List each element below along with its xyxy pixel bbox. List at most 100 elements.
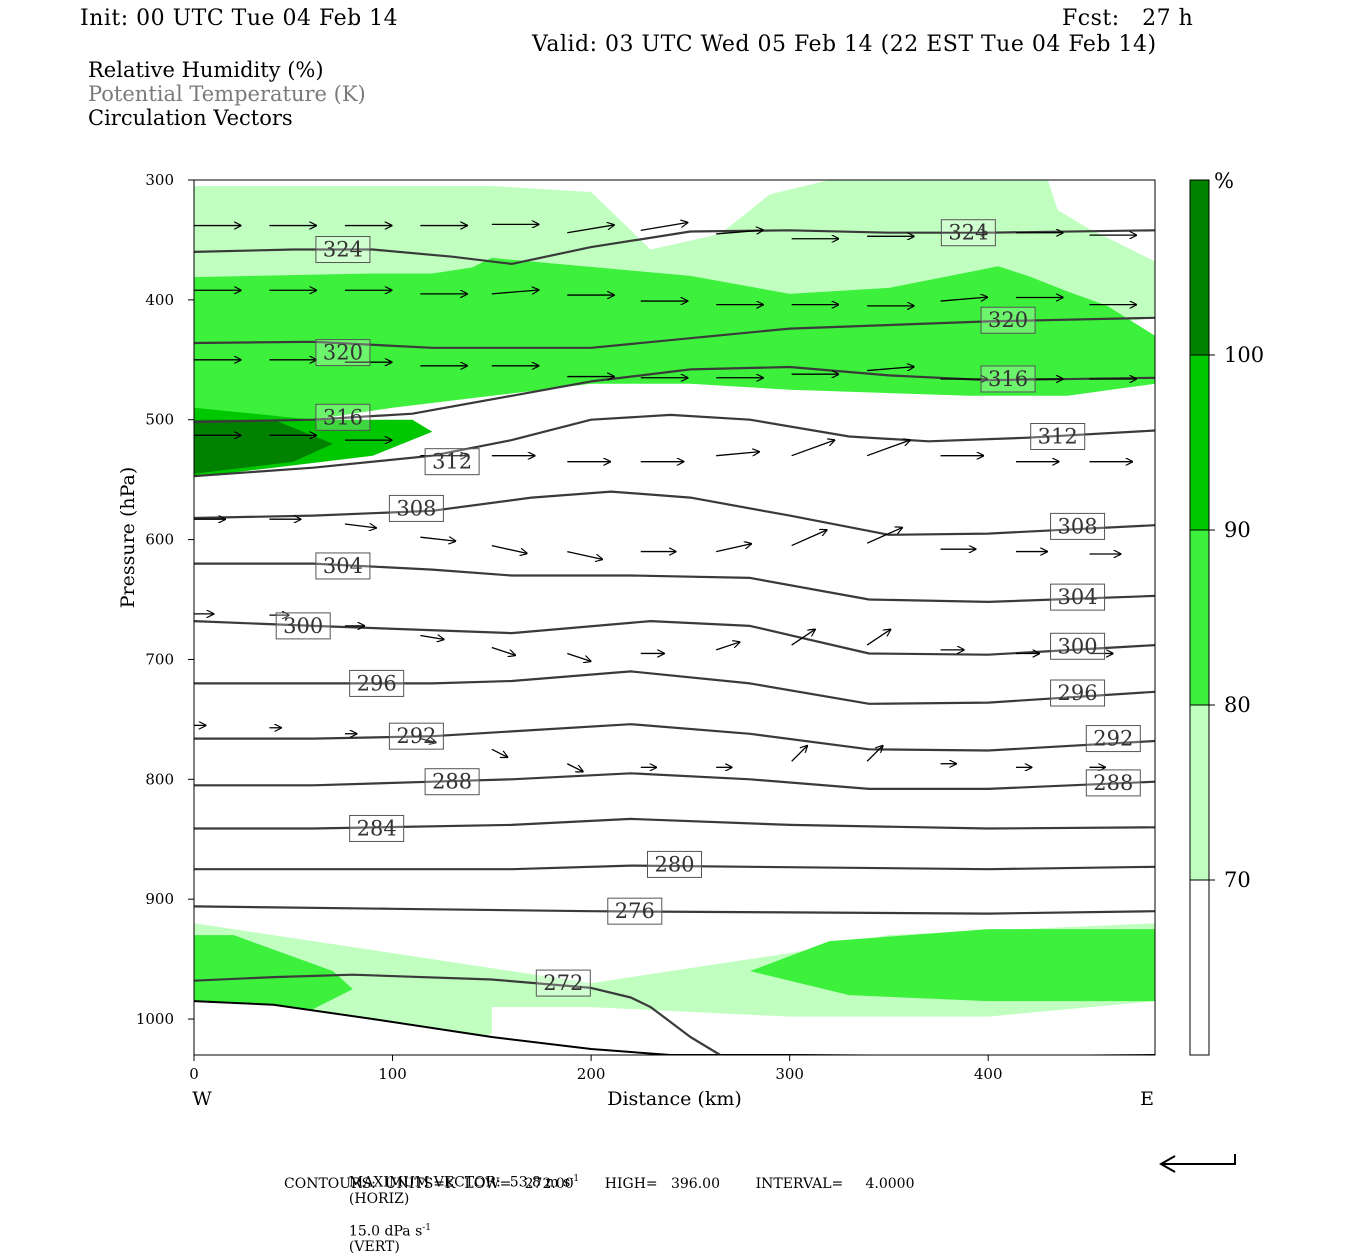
contour-label-box-296-14	[349, 669, 405, 697]
x-tick-label-300: 300	[775, 1065, 804, 1083]
plot-frame	[193, 179, 1156, 1056]
theta-contour-324-0	[194, 229, 1155, 265]
theta-contour-300-12	[194, 619, 1155, 656]
contour-label-300-12: 300	[283, 614, 323, 638]
contour-label-276-22: 276	[615, 899, 655, 923]
footer-max-vector: MAXIMUM VECTOR: 53.8 m s-1 (HORIZ) 15.0 …	[340, 1158, 579, 1255]
colorbar-segment-0	[1190, 180, 1209, 355]
x-tick-label-0: 0	[189, 1065, 199, 1083]
forecast-hour: Fcst: 27 h	[1062, 6, 1194, 31]
rh-fill-100-6	[194, 419, 333, 474]
theta-contour-316-4	[194, 365, 1155, 424]
colorbar-label-80: 80	[1224, 693, 1251, 717]
y-tick-label-800: 800	[145, 770, 174, 788]
footer-max-vector-exp: -1	[570, 1174, 580, 1184]
circulation-vector-59	[716, 544, 751, 553]
contour-label-320-3: 320	[988, 308, 1028, 332]
contour-label-box-320-2	[315, 339, 371, 367]
legend-potential-temperature: Potential Temperature (K)	[88, 82, 366, 106]
contour-label-324-0: 324	[323, 238, 363, 262]
contour-label-box-276-22	[607, 897, 663, 925]
contour-label-288-19: 288	[1093, 771, 1133, 795]
x-tick-label-100: 100	[378, 1065, 407, 1083]
x-start-label: W	[192, 1088, 212, 1110]
contour-label-box-292-16	[388, 722, 444, 750]
legend-relative-humidity: Relative Humidity (%)	[88, 58, 324, 82]
x-axis-title: Distance (km)	[607, 1088, 742, 1110]
contour-label-box-300-12	[275, 612, 331, 640]
contour-label-box-308-9	[1050, 512, 1106, 540]
theta-contour-276-22	[194, 905, 1155, 915]
contour-label-box-324-0	[315, 236, 371, 264]
circulation-vector-6	[640, 223, 688, 231]
circulation-vector-68	[420, 635, 443, 639]
colorbar-label-90: 90	[1224, 518, 1251, 542]
circulation-vector-69	[491, 646, 515, 655]
theta-contour-296-14	[194, 670, 1155, 705]
contour-label-320-2: 320	[323, 341, 363, 365]
colorbar-frame	[1189, 179, 1210, 1056]
contour-label-296-15: 296	[1058, 681, 1098, 705]
footer-max-vector-horiz: (HORIZ)	[348, 1190, 410, 1207]
circulation-vector-86	[791, 746, 808, 762]
contour-label-288-18: 288	[432, 770, 472, 794]
y-axis-title: Pressure (hPa)	[117, 467, 139, 609]
contour-label-box-304-10	[315, 552, 371, 580]
contour-label-box-324-1	[940, 219, 996, 247]
circulation-vector-54	[344, 524, 376, 528]
contour-label-box-292-17	[1085, 725, 1141, 753]
y-tick-label-600: 600	[145, 531, 174, 549]
reference-vector-icon	[1158, 1154, 1236, 1173]
circulation-vector-48	[866, 440, 910, 457]
contour-label-box-304-11	[1050, 583, 1106, 611]
contour-label-292-17: 292	[1093, 727, 1133, 751]
contour-label-300-13: 300	[1058, 634, 1098, 658]
contour-label-316-4: 316	[323, 405, 363, 429]
colorbar-label-100: 100	[1224, 343, 1264, 367]
rh-fill-80-90-2	[194, 257, 1155, 432]
contour-label-box-288-19	[1085, 769, 1141, 797]
contour-label-box-272-23	[535, 969, 591, 997]
footer-contours: CONTOURS: UNITS=K LOW= 272.00 HIGH= 396.…	[284, 1176, 915, 1192]
circulation-vector-55	[420, 537, 455, 541]
contour-label-box-284-20	[349, 814, 405, 842]
x-tick-label-200: 200	[577, 1065, 606, 1083]
footer-max-vector-vert: 15.0 dPa s	[348, 1223, 423, 1240]
circulation-vector-70	[567, 652, 590, 661]
y-tick-label-1000: 1000	[136, 1010, 174, 1028]
circulation-vector-56	[491, 544, 527, 554]
circulation-vector-35	[867, 367, 914, 372]
contour-label-312-6: 312	[432, 450, 472, 474]
circulation-vector-73	[791, 629, 815, 646]
theta-contour-292-16	[194, 723, 1155, 752]
theta-contour-312-6	[194, 413, 1155, 478]
footer-max-vector-vert-exp: -1	[422, 1222, 432, 1233]
circulation-vector-7	[716, 230, 763, 235]
colorbar-segment-1	[1190, 355, 1209, 530]
contour-label-box-308-8	[388, 494, 444, 522]
contour-label-312-7: 312	[1038, 425, 1078, 449]
theta-contour-layer	[194, 229, 1155, 1055]
y-tick-label-900: 900	[145, 890, 174, 908]
contour-label-304-10: 304	[323, 554, 363, 578]
contour-label-296-14: 296	[357, 671, 397, 695]
circulation-vector-layer	[194, 223, 1136, 772]
circulation-vector-61	[866, 528, 902, 544]
contour-label-284-20: 284	[357, 816, 397, 840]
rh-fill-80-90-4	[750, 929, 1155, 1002]
theta-contour-288-18	[194, 772, 1155, 791]
y-tick-label-500: 500	[145, 411, 174, 429]
theta-contour-320-2	[194, 316, 1155, 349]
contour-label-280-21: 280	[654, 852, 694, 876]
colorbar-segment-4	[1190, 880, 1209, 1055]
y-tick-label-700: 700	[145, 650, 174, 668]
terrain-layer	[194, 1000, 1155, 1055]
footer-max-vector-text: MAXIMUM VECTOR: 53.8 m s	[348, 1174, 571, 1191]
contour-label-layer: 324 324 320 320 316 316 312 312 308 308 304 304 300 3…	[275, 219, 1141, 997]
contour-label-304-11: 304	[1058, 585, 1098, 609]
circulation-vector-17	[491, 290, 539, 295]
y-tick-label-300: 300	[145, 171, 174, 189]
contour-label-308-9: 308	[1058, 514, 1098, 538]
contour-label-box-288-18	[424, 768, 480, 796]
circulation-vector-46	[716, 452, 759, 457]
